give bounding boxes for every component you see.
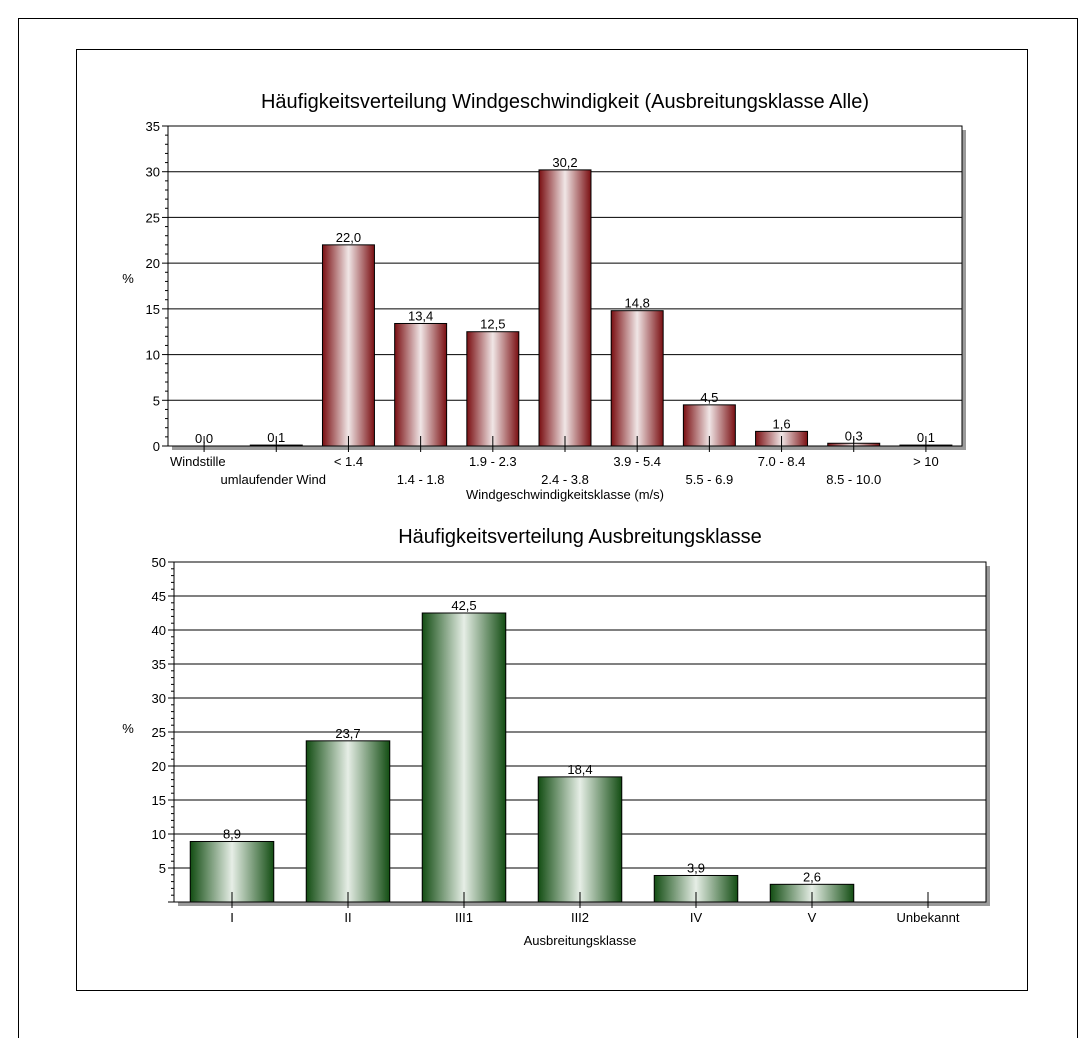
value-label: 13,4 — [408, 308, 433, 323]
value-label: 18,4 — [567, 762, 592, 777]
value-label: 1,6 — [773, 416, 791, 431]
category-label: < 1.4 — [334, 454, 363, 469]
value-label: 14,8 — [625, 296, 650, 311]
category-label: V — [808, 910, 817, 925]
x-axis-label: Windgeschwindigkeitsklasse (m/s) — [466, 487, 664, 502]
value-label: 0,0 — [195, 431, 213, 446]
y-tick-label: 45 — [152, 589, 166, 604]
y-axis-label: % — [122, 721, 134, 736]
y-tick-label: 20 — [146, 256, 160, 271]
bar — [466, 331, 520, 447]
y-tick-label: 10 — [152, 827, 166, 842]
category-label: 3.9 - 5.4 — [613, 454, 661, 469]
value-label: 42,5 — [451, 598, 476, 613]
value-label: 0,3 — [845, 428, 863, 443]
y-tick-label: 35 — [146, 119, 160, 134]
category-label: Windstille — [170, 454, 226, 469]
value-label: 0,1 — [917, 430, 935, 445]
category-label: IV — [690, 910, 703, 925]
value-label: 2,6 — [803, 869, 821, 884]
category-label: umlaufender Wind — [221, 472, 327, 487]
bar — [189, 840, 275, 903]
bar — [653, 874, 739, 903]
y-tick-label: 30 — [152, 691, 166, 706]
chart-title: Häufigkeitsverteilung Ausbreitungsklasse — [398, 526, 762, 548]
category-label: 8.5 - 10.0 — [826, 472, 881, 487]
y-tick-label: 40 — [152, 623, 166, 638]
category-label: 2.4 - 3.8 — [541, 472, 589, 487]
bar — [305, 740, 391, 903]
value-label: 0,1 — [267, 430, 285, 445]
y-tick-label: 15 — [152, 793, 166, 808]
category-label: III1 — [455, 910, 473, 925]
category-label: 5.5 - 6.9 — [686, 472, 734, 487]
bar — [421, 612, 507, 903]
y-tick-label: 25 — [146, 210, 160, 225]
bar — [321, 244, 375, 447]
category-label: 1.9 - 2.3 — [469, 454, 517, 469]
y-tick-label: 5 — [153, 393, 160, 408]
category-label: II — [344, 910, 351, 925]
y-tick-label: 20 — [152, 759, 166, 774]
category-label: Unbekannt — [897, 910, 960, 925]
page-frame — [18, 18, 1078, 1038]
y-tick-label: 0 — [153, 439, 160, 454]
y-tick-label: 25 — [152, 725, 166, 740]
value-label: 3,9 — [687, 860, 705, 875]
y-tick-label: 35 — [152, 657, 166, 672]
y-tick-label: 30 — [146, 165, 160, 180]
value-label: 30,2 — [552, 155, 577, 170]
value-label: 8,9 — [223, 826, 241, 841]
bar — [537, 776, 623, 903]
bar — [394, 322, 448, 447]
bar — [538, 169, 592, 447]
category-label: 7.0 - 8.4 — [758, 454, 806, 469]
value-label: 12,5 — [480, 317, 505, 332]
chart-title: Häufigkeitsverteilung Windgeschwindigkei… — [261, 91, 869, 113]
category-label: 1.4 - 1.8 — [397, 472, 445, 487]
bar — [610, 310, 664, 447]
value-label: 4,5 — [700, 390, 718, 405]
x-axis-label: Ausbreitungsklasse — [524, 933, 637, 948]
y-axis-label: % — [122, 271, 134, 286]
y-tick-label: 10 — [146, 348, 160, 363]
y-tick-label: 15 — [146, 302, 160, 317]
category-label: III2 — [571, 910, 589, 925]
y-tick-label: 5 — [159, 861, 166, 876]
value-label: 23,7 — [335, 726, 360, 741]
y-tick-label: 50 — [152, 555, 166, 570]
category-label: > 10 — [913, 454, 939, 469]
category-label: I — [230, 910, 234, 925]
value-label: 22,0 — [336, 230, 361, 245]
